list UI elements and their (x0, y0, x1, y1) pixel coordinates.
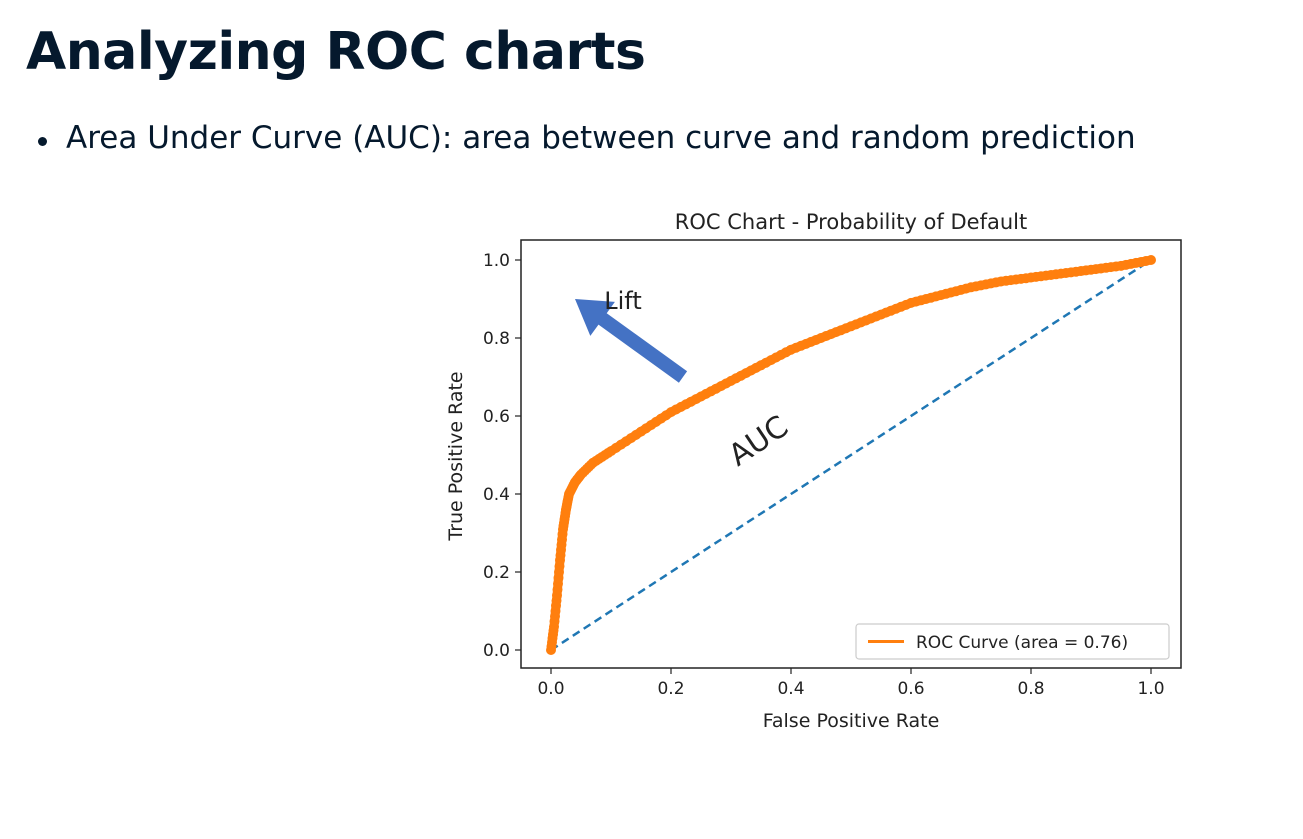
y-tick-label: 0.0 (483, 641, 510, 661)
axes-frame (520, 239, 1182, 669)
y-tick-label: 1.0 (483, 251, 510, 271)
axis-ticks: 0.0 0.2 0.4 0.6 0.8 1.0 0.0 0.2 0.4 0.6 0.8 1.0 (483, 239, 1182, 699)
y-axis-label: True Positive Rate (445, 371, 467, 541)
bullet-text: Area Under Curve (AUC): area between cur… (66, 120, 1136, 156)
random-prediction-line (550, 258, 1152, 652)
lift-annotation: Lift (604, 287, 641, 315)
x-tick-label: 0.6 (897, 679, 924, 699)
slide-title: Analyzing ROC charts (26, 22, 646, 82)
lift-arrow (575, 299, 688, 383)
x-tick-label: 1.0 (1137, 679, 1164, 699)
x-tick-label: 0.0 (537, 679, 564, 699)
y-tick-label: 0.8 (483, 329, 510, 349)
x-tick-label: 0.8 (1017, 679, 1044, 699)
x-tick-label: 0.4 (777, 679, 804, 699)
plot-area: Lift AUC ROC Curve (area = 0.76) (546, 255, 1170, 660)
x-axis-label: False Positive Rate (763, 710, 940, 732)
roc-curve-point (1146, 255, 1156, 265)
y-tick-label: 0.2 (483, 563, 510, 583)
legend-label: ROC Curve (area = 0.76) (916, 633, 1128, 653)
x-tick-label: 0.2 (657, 679, 684, 699)
bullet-list: Area Under Curve (AUC): area between cur… (38, 120, 1136, 156)
bullet-item: Area Under Curve (AUC): area between cur… (38, 120, 1136, 156)
y-tick-label: 0.4 (483, 485, 510, 505)
y-tick-label: 0.6 (483, 407, 510, 427)
chart-title: ROC Chart - Probability of Default (675, 210, 1027, 234)
legend-box (855, 623, 1170, 660)
bullet-dot (38, 137, 47, 146)
auc-annotation: AUC (723, 409, 795, 473)
